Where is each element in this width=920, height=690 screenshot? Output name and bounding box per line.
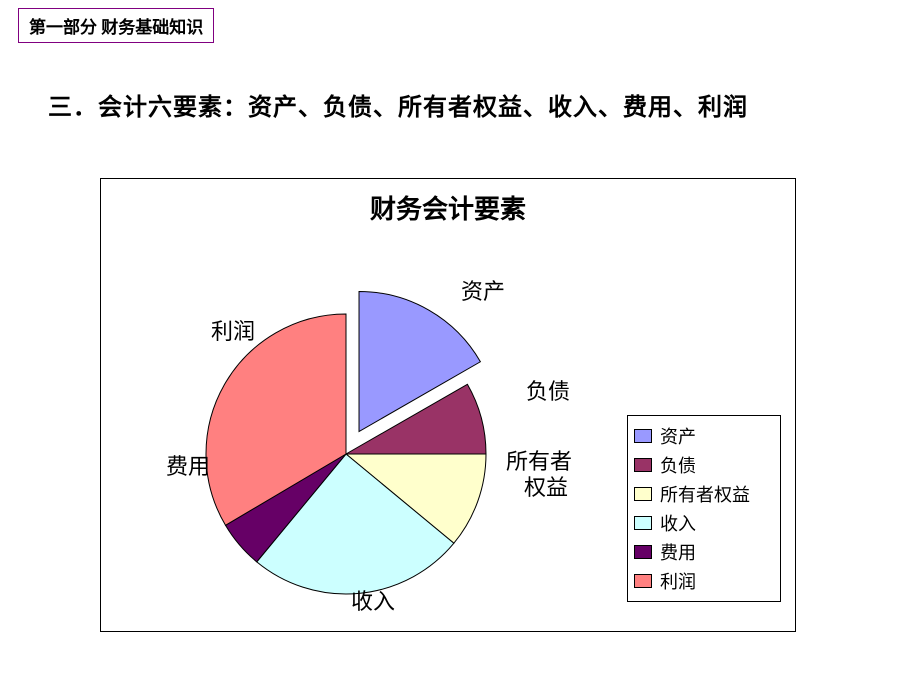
pie-slice-label: 所有者: [506, 449, 572, 474]
legend-swatch: [634, 429, 652, 443]
legend-item: 费用: [634, 539, 774, 565]
section-header-text: 第一部分 财务基础知识: [29, 18, 203, 37]
pie-slice-label: 费用: [166, 454, 210, 479]
page-heading: 三．会计六要素：资产、负债、所有者权益、收入、费用、利润: [48, 80, 808, 138]
chart-frame: 财务会计要素 资产负债所有者权益收入费用利润 资产负债所有者权益收入费用利润: [100, 178, 796, 632]
pie-slice-label: 权益: [524, 475, 568, 500]
legend-swatch: [634, 516, 652, 530]
pie-slice-label: 利润: [211, 319, 255, 344]
legend-swatch: [634, 545, 652, 559]
chart-legend: 资产负债所有者权益收入费用利润: [627, 415, 781, 602]
pie-svg: 资产负债所有者权益收入 费用 利润: [131, 239, 611, 619]
legend-item: 负债: [634, 452, 774, 478]
pie-slice-label: 资产: [461, 279, 505, 304]
legend-item: 收入: [634, 510, 774, 536]
legend-item: 利润: [634, 568, 774, 594]
pie-slice-label: 收入: [351, 589, 395, 614]
legend-label: 收入: [660, 510, 696, 536]
legend-label: 所有者权益: [660, 481, 750, 507]
pie-chart: 资产负债所有者权益收入 费用 利润: [131, 239, 611, 619]
pie-slice-label: 负债: [526, 379, 570, 404]
legend-item: 所有者权益: [634, 481, 774, 507]
legend-item: 资产: [634, 423, 774, 449]
legend-swatch: [634, 458, 652, 472]
chart-title: 财务会计要素: [101, 189, 795, 226]
section-header-box: 第一部分 财务基础知识: [18, 8, 214, 43]
legend-swatch: [634, 487, 652, 501]
legend-label: 资产: [660, 423, 696, 449]
legend-label: 费用: [660, 539, 696, 565]
legend-label: 利润: [660, 568, 696, 594]
legend-swatch: [634, 574, 652, 588]
legend-label: 负债: [660, 452, 696, 478]
